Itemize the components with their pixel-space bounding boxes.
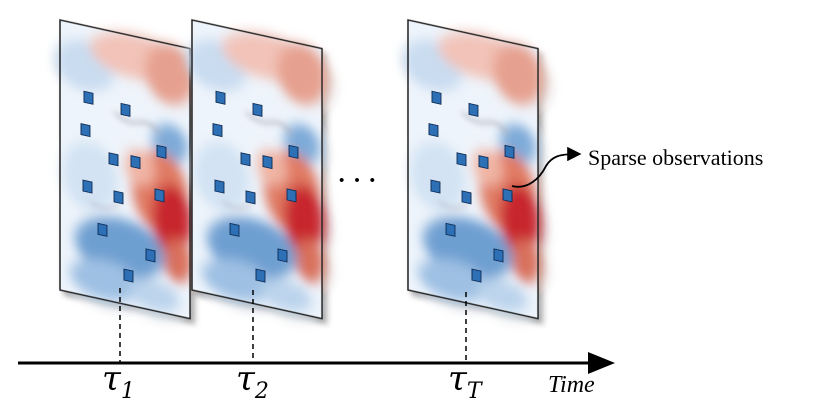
frame-1 (55, 17, 195, 320)
time-label-2: τ2 (236, 359, 269, 404)
frame-2 (187, 17, 327, 320)
observation-markers (428, 90, 515, 283)
time-label-1: τ1 (102, 359, 135, 404)
annotation-arrow (511, 146, 582, 188)
time-axis-arrowhead (588, 352, 615, 374)
sparse-observations-label: Sparse observations (588, 145, 764, 170)
time-axis (18, 352, 615, 374)
time-axis-label: Time (548, 372, 595, 398)
time-label-T: τT (448, 359, 482, 404)
frame-T (403, 17, 543, 320)
time-drop-lines (119, 288, 467, 362)
observation-markers (80, 90, 167, 283)
observation-markers (212, 90, 299, 283)
ellipsis: ··· (336, 162, 382, 199)
